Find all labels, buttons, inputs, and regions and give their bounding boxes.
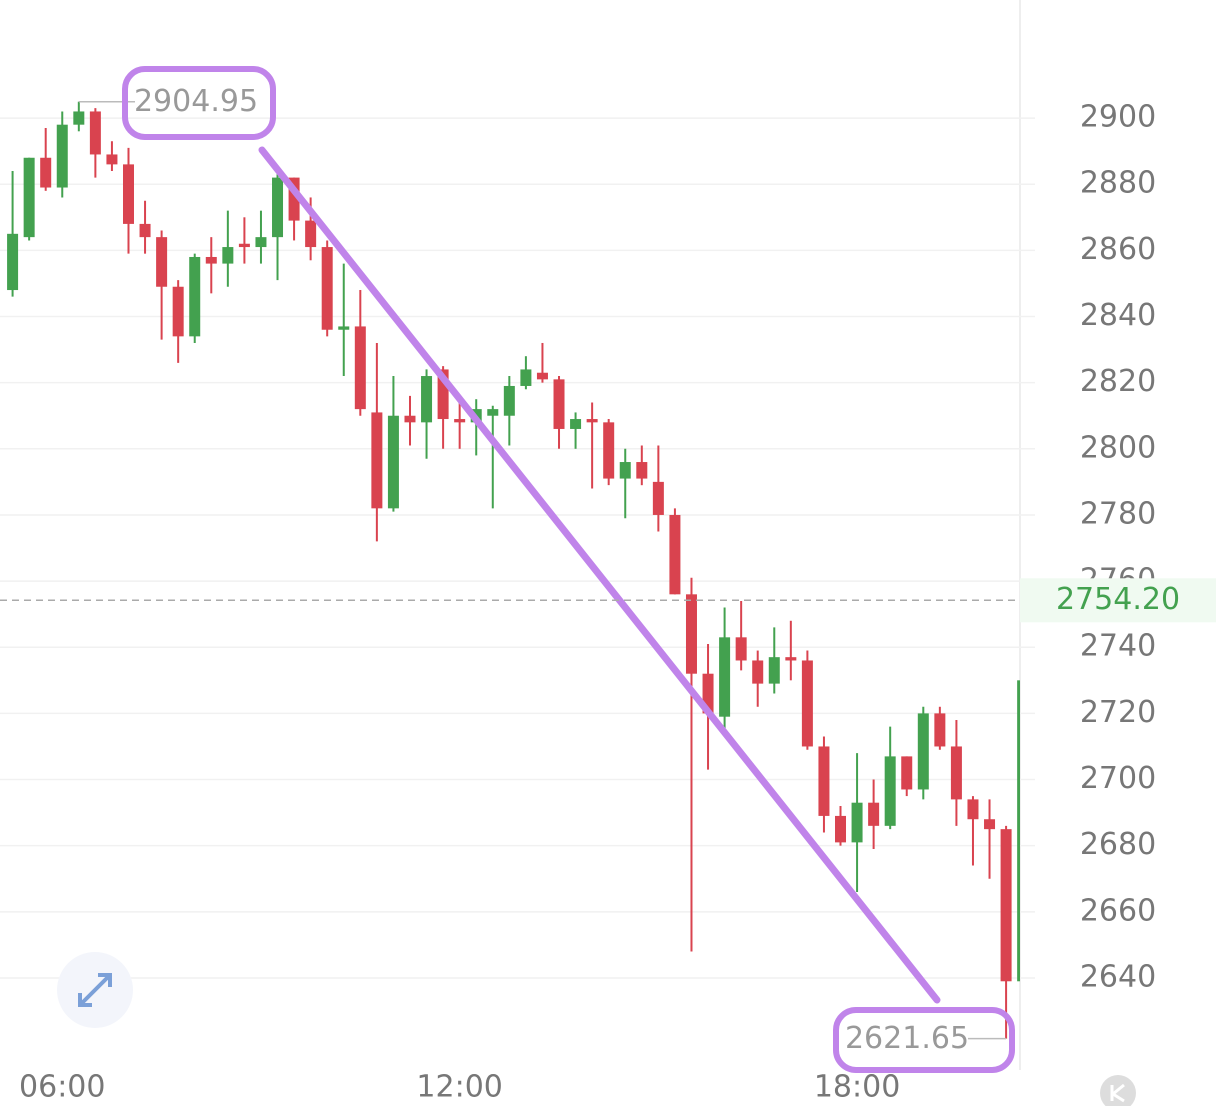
candle-body <box>818 746 830 816</box>
candle-body <box>917 713 929 790</box>
candle-body <box>801 660 813 747</box>
candle-body <box>901 756 913 790</box>
y-tick-label: 2800 <box>1080 430 1156 465</box>
candle-body <box>884 756 896 826</box>
candle-body <box>238 243 250 248</box>
trend-line <box>258 146 941 1004</box>
y-tick-label: 2840 <box>1080 298 1156 333</box>
candle-body <box>719 637 731 717</box>
candle-body <box>106 154 118 165</box>
x-tick-label: 06:00 <box>19 1070 105 1105</box>
candle-body <box>404 415 416 423</box>
y-tick-label: 2860 <box>1080 232 1156 267</box>
candle-body <box>40 157 52 188</box>
candle-body <box>619 462 631 479</box>
candle-body <box>73 111 85 125</box>
max-label: 2904.95 <box>134 84 258 119</box>
candle-body <box>338 326 350 330</box>
candle-body <box>305 220 317 248</box>
k-button[interactable] <box>1100 1075 1136 1106</box>
candle-body <box>520 369 532 386</box>
candle-body <box>934 713 946 747</box>
candle-body <box>205 256 217 264</box>
y-tick-label: 2900 <box>1080 100 1156 135</box>
x-tick-label: 12:00 <box>416 1070 502 1105</box>
last-price-label: 2754.20 <box>1056 582 1180 617</box>
candle-body <box>984 819 996 830</box>
candle-body <box>354 326 366 410</box>
candle-body <box>1017 680 1020 982</box>
y-tick-label: 2740 <box>1080 629 1156 664</box>
candle-body <box>735 637 747 661</box>
candle-body <box>371 412 383 509</box>
candle-body <box>536 372 548 380</box>
candle-body <box>868 802 880 826</box>
y-tick-label: 2820 <box>1080 364 1156 399</box>
max-highlight <box>122 66 276 140</box>
candle-body <box>652 481 664 515</box>
candle-body <box>603 422 615 479</box>
candle-body <box>768 657 780 684</box>
candle-body <box>23 157 35 238</box>
candle-body <box>139 223 151 238</box>
candle-body <box>437 369 449 420</box>
candle-body <box>967 799 979 820</box>
last-price-box <box>1020 578 1216 623</box>
candle-body <box>702 673 714 714</box>
candle-body <box>851 802 863 843</box>
candle-body <box>586 419 598 423</box>
candle-body <box>503 385 515 416</box>
candle-body <box>255 237 267 248</box>
y-tick-label: 2640 <box>1080 959 1156 994</box>
candle-body <box>272 177 284 238</box>
y-tick-label: 2780 <box>1080 496 1156 531</box>
y-tick-label: 2680 <box>1080 827 1156 862</box>
candle-body <box>636 462 648 479</box>
y-tick-label: 2660 <box>1080 893 1156 928</box>
candle-body <box>421 376 433 423</box>
candle-body <box>321 247 333 330</box>
candle-body <box>189 256 201 337</box>
candle-body <box>288 177 300 221</box>
x-tick-label: 18:00 <box>814 1070 900 1105</box>
candle-body <box>1000 829 1012 982</box>
candle-body <box>669 514 681 595</box>
candle-body <box>685 594 697 674</box>
candle-body <box>487 409 499 416</box>
candle-body <box>387 415 399 509</box>
candle-body <box>222 247 234 264</box>
y-tick-label: 2720 <box>1080 695 1156 730</box>
candle-body <box>950 746 962 800</box>
candle-body <box>752 660 764 684</box>
candle-body <box>835 815 847 843</box>
min-highlight <box>833 1007 1015 1073</box>
candle-body <box>122 164 134 224</box>
expand-button[interactable] <box>57 952 133 1028</box>
candle-body <box>89 111 101 155</box>
candle-body <box>785 657 797 661</box>
candle-body <box>172 286 184 337</box>
candle-body <box>553 379 565 429</box>
candle-body <box>156 237 168 287</box>
candle-body <box>56 124 68 188</box>
min-label: 2621.65 <box>845 1021 969 1056</box>
y-tick-label: 2700 <box>1080 761 1156 796</box>
y-tick-label: 2880 <box>1080 166 1156 201</box>
candle-body <box>7 233 19 291</box>
candle-body <box>454 419 466 423</box>
candle-body <box>570 419 582 429</box>
